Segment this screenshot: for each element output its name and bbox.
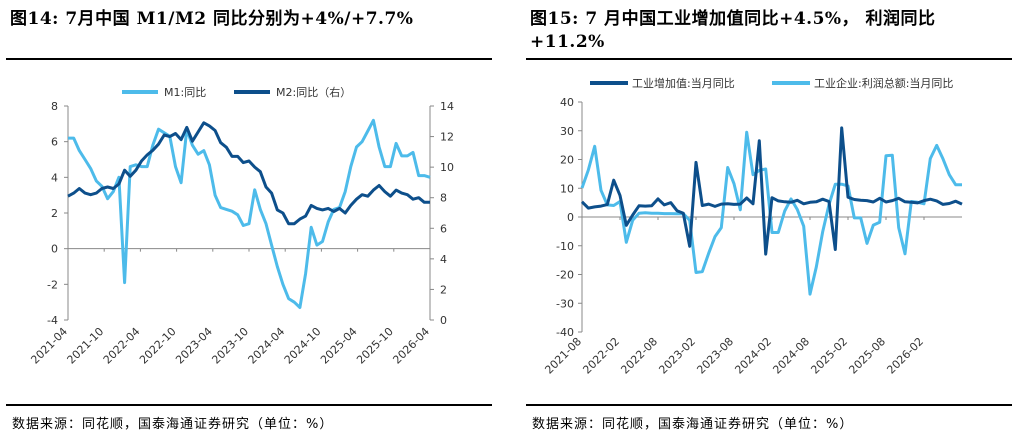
- x-tick-label: 2023-08: [694, 335, 736, 377]
- x-tick-label: 2022-10: [137, 325, 179, 367]
- x-tick-label: 2024-04: [246, 325, 288, 367]
- left-y-tick-label: 2: [51, 207, 58, 220]
- right-y-tick-label: 6: [440, 222, 447, 235]
- x-tick-label: 2022-04: [101, 325, 143, 367]
- m2-legend-label: M2:同比（右）: [276, 85, 351, 99]
- m2-series-line: [67, 121, 430, 226]
- right-figure-title: 图15: 7 月中国工业增加值同比+4.5%， 利润同比 +11.2%: [530, 8, 1010, 54]
- x-tick-label: 2025-04: [318, 325, 360, 367]
- x-tick-label: 2023-02: [656, 335, 698, 377]
- left-y-tick-label: 8: [51, 100, 58, 113]
- left-y-tick-label: -4: [47, 314, 58, 327]
- x-tick-label: 2021-04: [28, 325, 70, 367]
- x-tick-label: 2024-10: [282, 325, 324, 367]
- left-title-rule: [6, 58, 492, 60]
- m1-series-line: [68, 118, 431, 309]
- left-figure-title: 图14: 7月中国 M1/M2 同比分别为+4%/+7.7%: [10, 9, 414, 29]
- right-y-tick-label: 4: [440, 253, 447, 266]
- industrial-output-profit-line-chart: -40 -30 -20 -10 0 10 20 30 40 2021-082022-022022-…: [542, 76, 963, 377]
- x-tick-label: 2025-08: [846, 335, 888, 377]
- profit-series-line: [580, 130, 962, 296]
- left-source-note: 数据来源：同花顺，国泰海通证券研究（单位：%）: [12, 417, 334, 432]
- y-tick-label: -10: [556, 240, 574, 253]
- x-tick-label: 2024-02: [732, 335, 774, 377]
- industrial-output-series-line: [580, 126, 963, 256]
- x-tick-label: 2025-02: [808, 335, 850, 377]
- y-tick-label: 40: [560, 96, 574, 109]
- profit-legend-label: 工业企业:利润总额:当月同比: [814, 76, 953, 90]
- industrial-output-legend-label: 工业增加值:当月同比: [632, 76, 735, 90]
- y-tick-label: 30: [560, 125, 574, 138]
- right-figure-panel: 图15: 7 月中国工业增加值同比+4.5%， 利润同比 +11.2% -40-…: [520, 0, 1020, 436]
- y-tick-label: 10: [560, 182, 574, 195]
- left-figure-panel: 图14: 7月中国 M1/M2 同比分别为+4%/+7.7% -4 -2 0 2 4 6 8…: [0, 0, 500, 436]
- m1-m2-line-chart: -4 -2 0 2 4 6 8 0 2 4 6 8 10 12 14 2021-042021-102022-0…: [28, 85, 454, 367]
- x-tick-label: 2026-04: [390, 325, 432, 367]
- right-y-tick-label: 10: [440, 161, 454, 174]
- right-source-rule: [526, 404, 1012, 406]
- right-figure-title-line2: +11.2%: [530, 32, 605, 52]
- x-tick-label: 2025-10: [354, 325, 396, 367]
- right-y-tick-label: 0: [440, 314, 447, 327]
- x-tick-label: 2021-08: [542, 335, 584, 377]
- right-y-tick-label: 8: [440, 192, 447, 205]
- x-tick-label: 2026-02: [884, 335, 926, 377]
- right-y-tick-label: 14: [440, 100, 454, 113]
- x-tick-label: 2022-02: [580, 335, 622, 377]
- left-y-tick-label: 6: [51, 136, 58, 149]
- y-tick-label: 0: [567, 211, 574, 224]
- left-source-rule: [6, 404, 492, 406]
- x-tick-label: 2023-10: [209, 325, 251, 367]
- right-y-tick-label: 2: [440, 283, 447, 296]
- y-tick-label: -20: [556, 269, 574, 282]
- x-tick-label: 2024-08: [770, 335, 812, 377]
- y-tick-label: -30: [556, 297, 574, 310]
- right-y-tick-label: 12: [440, 131, 454, 144]
- x-tick-label: 2021-10: [65, 325, 107, 367]
- x-tick-label: 2022-08: [618, 335, 660, 377]
- right-figure-title-line1: 图15: 7 月中国工业增加值同比+4.5%， 利润同比: [530, 9, 936, 29]
- x-tick-label: 2023-04: [173, 325, 215, 367]
- right-title-rule: [526, 58, 1012, 60]
- right-source-note: 数据来源：同花顺，国泰海通证券研究（单位：%）: [532, 417, 854, 432]
- y-tick-label: 20: [560, 154, 574, 167]
- left-y-tick-label: 4: [51, 171, 58, 184]
- m1-legend-label: M1:同比: [164, 86, 206, 99]
- left-y-tick-label: -2: [47, 278, 58, 291]
- y-tick-label: -40: [556, 326, 574, 339]
- left-y-tick-label: 0: [51, 243, 58, 256]
